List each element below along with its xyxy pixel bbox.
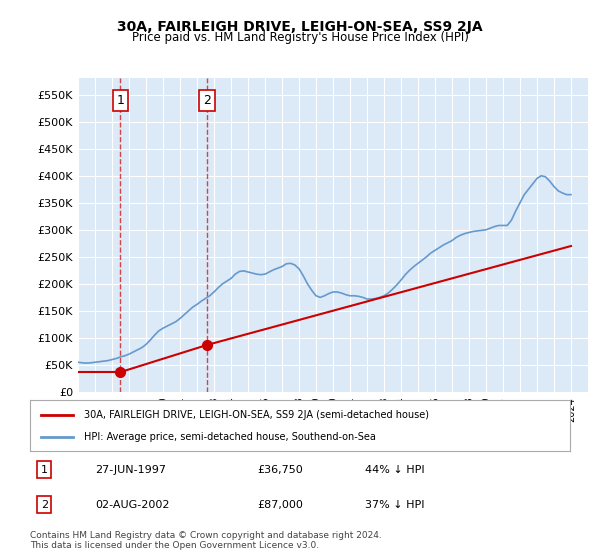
- Text: Price paid vs. HM Land Registry's House Price Index (HPI): Price paid vs. HM Land Registry's House …: [131, 31, 469, 44]
- Text: 02-AUG-2002: 02-AUG-2002: [95, 500, 169, 510]
- Text: Contains HM Land Registry data © Crown copyright and database right 2024.
This d: Contains HM Land Registry data © Crown c…: [30, 531, 382, 550]
- Text: 1: 1: [116, 94, 124, 107]
- Text: 2: 2: [203, 94, 211, 107]
- Text: HPI: Average price, semi-detached house, Southend-on-Sea: HPI: Average price, semi-detached house,…: [84, 432, 376, 442]
- Text: 37% ↓ HPI: 37% ↓ HPI: [365, 500, 424, 510]
- Text: 27-JUN-1997: 27-JUN-1997: [95, 465, 166, 475]
- Text: 1: 1: [41, 465, 48, 475]
- Text: £87,000: £87,000: [257, 500, 302, 510]
- Text: 30A, FAIRLEIGH DRIVE, LEIGH-ON-SEA, SS9 2JA: 30A, FAIRLEIGH DRIVE, LEIGH-ON-SEA, SS9 …: [117, 20, 483, 34]
- Text: £36,750: £36,750: [257, 465, 302, 475]
- Text: 30A, FAIRLEIGH DRIVE, LEIGH-ON-SEA, SS9 2JA (semi-detached house): 30A, FAIRLEIGH DRIVE, LEIGH-ON-SEA, SS9 …: [84, 409, 429, 419]
- Text: 2: 2: [41, 500, 48, 510]
- Text: 44% ↓ HPI: 44% ↓ HPI: [365, 465, 424, 475]
